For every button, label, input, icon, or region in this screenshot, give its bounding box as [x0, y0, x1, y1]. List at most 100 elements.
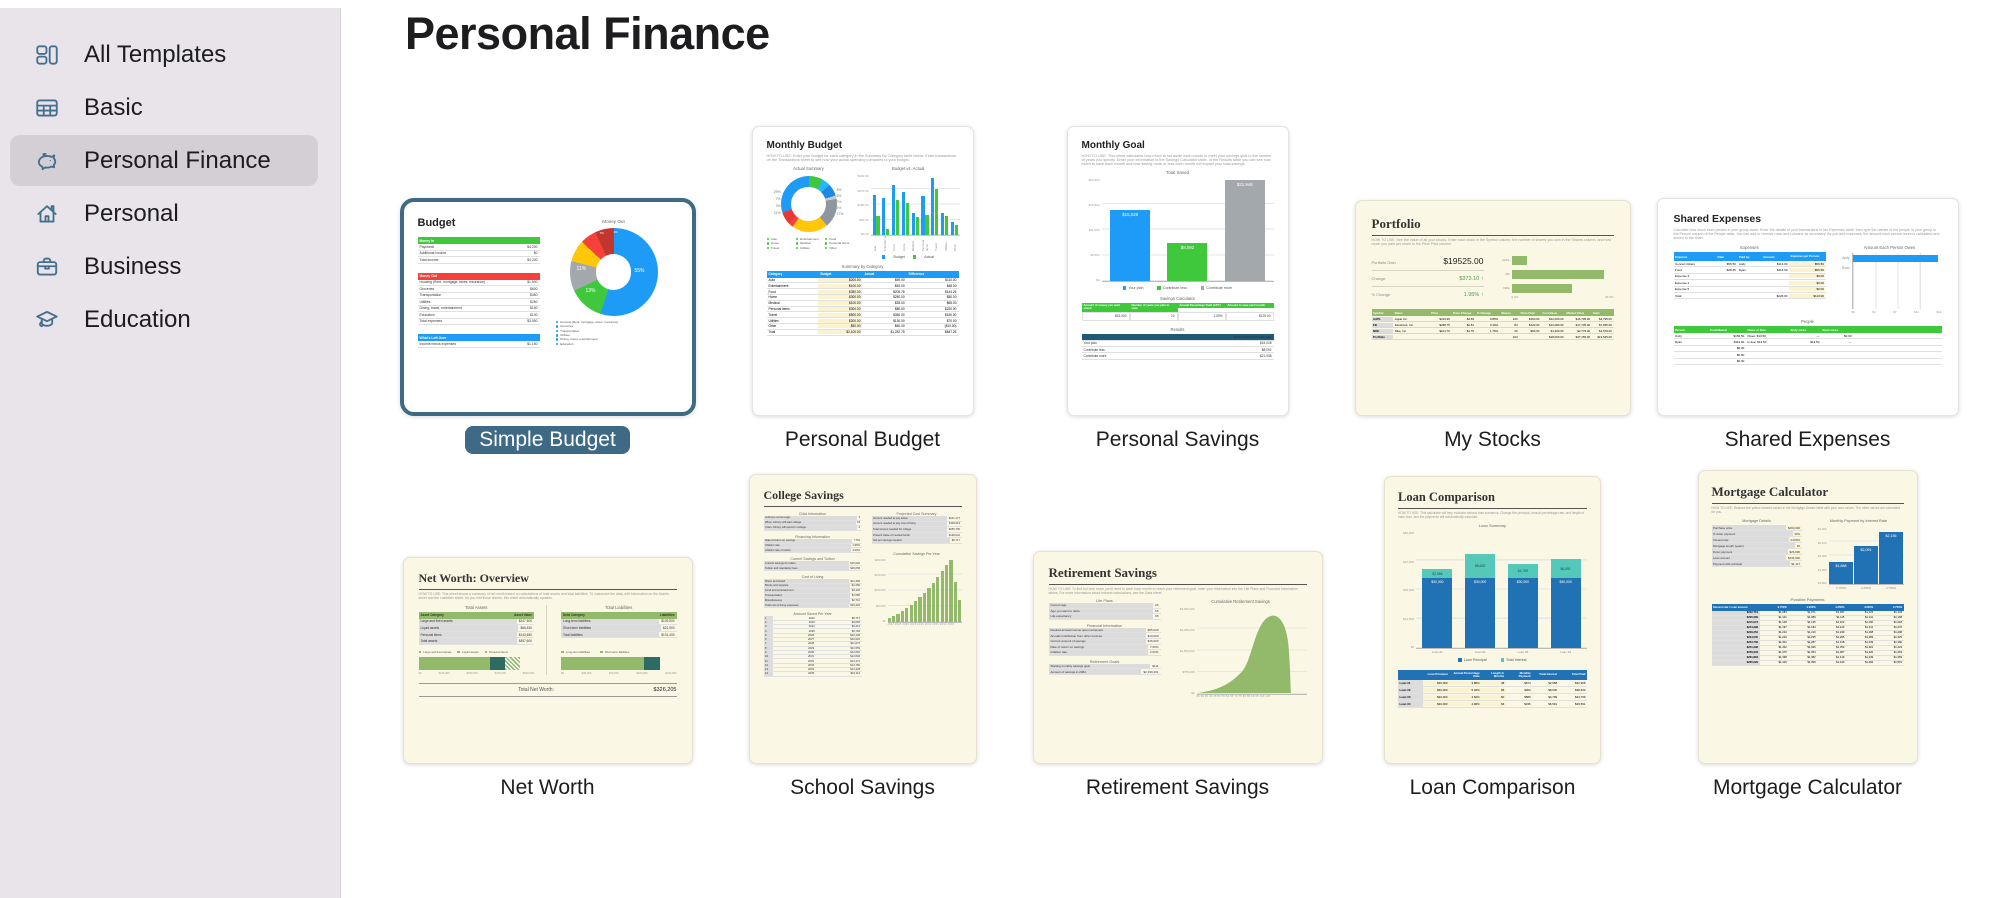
sidebar-item-personal-finance[interactable]: Personal Finance — [0, 134, 340, 187]
chart-title: Loan Summary — [1478, 523, 1507, 528]
sidebar-item-personal[interactable]: Personal — [0, 187, 340, 240]
template-name-simple-budget[interactable]: Simple Budget — [465, 426, 630, 454]
table-row: Additional income $0 — [417, 251, 540, 257]
intro-text: HOW TO USE: This sheet shows a summary o… — [418, 592, 669, 600]
x-label: Medical — [911, 241, 916, 251]
template-name-my-stocks[interactable]: My Stocks — [1444, 428, 1541, 451]
sidebar-item-business[interactable]: Business — [0, 240, 340, 293]
money-in-table: Money In Paycheck $4,200 Additional income… — [417, 237, 540, 264]
thumb-sheet-title: Monthly Goal — [1081, 140, 1145, 151]
table-row: Food and entertainment $2,440 — [763, 588, 862, 594]
x-label: Personal Items — [920, 239, 929, 251]
table-row: Paycheck $4,200 — [417, 244, 540, 251]
money-out-donut-chart: 55% 13% 11% 7% 4% — [569, 228, 658, 316]
template-thumbnail-mortgage-calculator[interactable]: Mortgage Calculator HOW TO USE: Replace … — [1697, 470, 1918, 764]
sidebar-item-education[interactable]: Education — [0, 293, 340, 346]
possible-payments-table: Interest rate / Loan amount 3.750% 4.000% 4… — [1711, 604, 1904, 666]
savings-calculator-table: Amount of money you want saved Number of… — [1081, 303, 1274, 321]
financing-table: Rate of return on savings 7.5% Inflation r… — [763, 538, 862, 554]
template-thumbnail-retirement-savings[interactable]: Retirement Savings HOW TO USE: To find o… — [1032, 551, 1323, 764]
table-row: 6 2027 $10,622 — [763, 637, 862, 643]
template-name-mortgage-calculator[interactable]: Mortgage Calculator — [1712, 776, 1903, 799]
table-row: 8 2029 $11,553 — [763, 646, 862, 651]
legend-item: Groceries — [555, 324, 678, 328]
table-row: Food $350.00 $205.75 $144.25 — [766, 289, 959, 295]
briefcase-icon — [30, 252, 64, 282]
template-thumbnail-my-stocks[interactable]: Portfolio HOW TO USE: See the value of a… — [1354, 200, 1631, 416]
template-thumbnail-simple-budget[interactable]: Budget Money In Paycheck $4,200 Additional… — [399, 198, 696, 416]
table-row: Present Value of needed funds $128,042 — [871, 532, 962, 539]
legend-item: Personal Items — [824, 241, 850, 245]
cumulative-retirement-chart: Cumulative Retirement Savings $3,000,000… — [1175, 599, 1307, 698]
table-row: $0.00 — [1673, 359, 1942, 365]
table-row: Income minus expenses $1,150 — [417, 341, 540, 348]
legend-item: Long-term liabilities — [561, 650, 590, 654]
table-row: $234,000 $1,249 $1,235 $1,265 $1,295 $1,325 — [1711, 635, 1904, 641]
template-thumbnail-personal-budget[interactable]: Monthly Budget HOW TO USE: Enter your bu… — [751, 126, 974, 416]
assets-legend: Large and fixed assets Liquid assets Perso… — [418, 650, 535, 654]
template-thumbnail-loan-comparison[interactable]: Loan Comparison HOW TO USE: This calcula… — [1384, 476, 1601, 764]
table-row: $256,603 $1,370 $1,354 $1,387 $1,420 $1,453 — [1711, 650, 1904, 656]
portfolio-table: Symbol Name Price Price Change% Change Share… — [1371, 309, 1614, 340]
template-thumbnail-shared-expenses[interactable]: Shared Expenses Calculate how much each … — [1656, 198, 1959, 416]
table-row: Long-term liabilities $109,500 — [561, 618, 677, 626]
table-row: $229,252 $1,224 $1,210 $1,239 $1,268 $1,298 — [1711, 630, 1904, 636]
sidebar-item-all-templates[interactable]: All Templates — [0, 28, 340, 81]
rate-bar: $2,156 — [1879, 532, 1903, 584]
table-row: $243,758 $1,301 $1,287 $1,318 $1,349 $1,380 — [1711, 640, 1904, 646]
summary-ring-chart — [780, 176, 837, 232]
template-name-school-savings[interactable]: School Savings — [790, 776, 935, 799]
chart-title: Total Saved — [1166, 170, 1189, 175]
table-row: Books and supplies $1,250 — [763, 584, 862, 589]
template-cell-personal-savings: Monthly Goal HOW TO USE: This sheet calc… — [1020, 118, 1335, 454]
template-thumbnail-personal-savings[interactable]: Monthly Goal HOW TO USE: This sheet calc… — [1066, 126, 1289, 416]
cost-of-living-caption: Cost of Living — [801, 575, 824, 580]
liabilities-stacked-bar — [561, 657, 677, 671]
bar-contribute-more: $21,948 — [1224, 180, 1265, 281]
table-row: FB Facebook, Inc. $268.75 $0.81 0.30% 84 $120.… — [1371, 322, 1614, 328]
area-chart — [1196, 615, 1291, 693]
template-name-personal-savings[interactable]: Personal Savings — [1095, 428, 1260, 451]
bar-your-plan: $15,028 — [1110, 210, 1151, 281]
table-row: Purchase price $260,000 — [1711, 525, 1802, 531]
loan-legend: Loan Principal Total Interest — [1398, 658, 1587, 662]
table-row: Andy $156.50 Owes: $13.50— $0.00 — [1673, 333, 1942, 340]
table-row: 13 2034 $14,428 — [763, 668, 862, 673]
table-row: Interest rate 4.000% — [1711, 537, 1802, 543]
template-cell-shared-expenses: Shared Expenses Calculate how much each … — [1650, 118, 1965, 454]
table-row: $261,884 $1,398 $1,382 $1,416 $1,449 $1,483 — [1711, 655, 1904, 661]
table-row: Age you want to retire 65 — [1048, 608, 1161, 615]
table-row: Years Johnny will spend in college 4 — [763, 525, 862, 531]
table-row: 2 2023 $9,056 — [763, 620, 862, 626]
payment-by-rate-chart: Monthly Payment by Interest Rate $2,200 $… — [1814, 519, 1904, 590]
table-row: Room and board $11,366 — [763, 579, 862, 585]
table-row: Miscellaneous $2,710 — [763, 598, 862, 604]
table-row: Current age 26 — [1048, 603, 1161, 609]
x-label: Utilities — [943, 241, 948, 251]
table-row: Life expectancy 95 — [1048, 614, 1161, 620]
x-label: Home — [901, 243, 906, 251]
table-row: Inflation rate of tuition 3.00% — [763, 548, 862, 554]
financial-info-caption: Financial Information — [1086, 623, 1123, 628]
table-row: $215,073 $1,148 $1,135 $1,163 $1,190 $1,218 — [1711, 620, 1904, 626]
thumb-sheet-title: Mortgage Calculator — [1711, 484, 1829, 499]
possible-payments-caption: Possible Payments — [1790, 597, 1825, 602]
table-row: Expense 4 $0.00 — [1673, 280, 1826, 287]
sidebar-item-label: Personal — [84, 199, 179, 227]
intro-text: HOW TO USE: To find out how much you'll … — [1048, 587, 1298, 595]
table-row: Loan #1 $30,000 3.80% 48 $674 $2,968 $32,968 — [1398, 680, 1587, 687]
template-name-retirement-savings[interactable]: Retirement Savings — [1085, 776, 1270, 799]
template-thumbnail-school-savings[interactable]: College Savings Child Information Johnny… — [748, 474, 977, 764]
current-savings-caption: Current Savings and Tuition — [790, 557, 835, 562]
template-name-net-worth[interactable]: Net Worth — [500, 776, 595, 799]
template-name-personal-budget[interactable]: Personal Budget — [784, 428, 941, 451]
loan-table: Loan Principal Annual Percentage Rate Leng… — [1398, 670, 1587, 708]
sidebar-item-basic[interactable]: Basic — [0, 81, 340, 134]
template-name-loan-comparison[interactable]: Loan Comparison — [1409, 776, 1576, 799]
table-row: Amount needed to pay tuition $141,177 — [871, 516, 962, 522]
legend-item: Entertainment — [795, 237, 821, 241]
template-thumbnail-net-worth[interactable]: Net Worth: Overview HOW TO USE: This she… — [402, 557, 693, 764]
legend-item: Transportation — [555, 329, 678, 333]
thumb-sheet-title: Shared Expenses — [1673, 213, 1762, 225]
template-name-shared-expenses[interactable]: Shared Expenses — [1724, 428, 1891, 451]
